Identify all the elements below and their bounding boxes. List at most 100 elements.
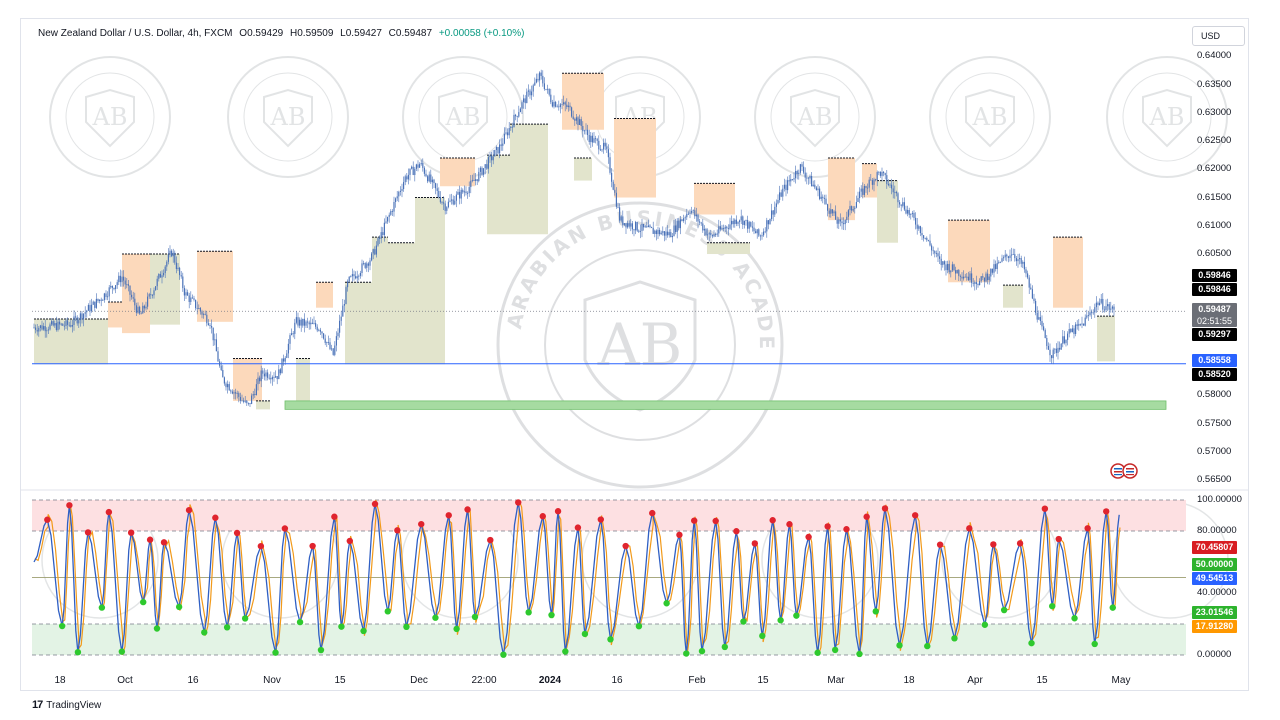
demand-zone[interactable] <box>345 282 372 365</box>
candle-body <box>374 249 376 255</box>
symbol-title[interactable]: New Zealand Dollar / U.S. Dollar, 4h, FX… <box>38 28 233 39</box>
tradingview-logo[interactable]: 17 TradingView <box>32 699 101 711</box>
candle-body <box>809 176 811 179</box>
candle-body <box>353 274 355 277</box>
candle-body <box>1049 349 1051 356</box>
osc-peak-marker <box>66 502 73 509</box>
candle-body <box>302 318 304 326</box>
supply-zone[interactable] <box>233 358 262 401</box>
candle-body <box>803 166 805 173</box>
osc-axis-label: 100.00000 <box>1197 494 1242 505</box>
candle-body <box>1003 257 1005 259</box>
candle-body <box>695 214 697 217</box>
candle-body <box>81 313 83 320</box>
candle-body <box>1107 304 1109 307</box>
candle-body <box>844 220 846 225</box>
candle-body <box>47 329 49 331</box>
demand-zone[interactable] <box>707 242 750 255</box>
candle-body <box>619 207 621 221</box>
currency-flags-icon[interactable] <box>1110 463 1146 479</box>
currency-badge[interactable]: USD <box>1192 26 1245 46</box>
candle-body <box>92 301 94 305</box>
supply-zone[interactable] <box>694 183 735 215</box>
candle-body <box>847 210 849 217</box>
supply-zone[interactable] <box>948 220 990 283</box>
candle-body <box>89 305 91 312</box>
supply-zone[interactable] <box>1053 237 1083 308</box>
price-candles[interactable] <box>33 69 1115 407</box>
candle-body <box>622 216 624 225</box>
candle-body <box>308 322 310 325</box>
osc-trough-marker <box>153 625 161 632</box>
osc-trough-marker <box>1049 602 1056 610</box>
candle-body <box>854 207 856 210</box>
candle-body <box>585 129 587 131</box>
candle-body <box>865 185 867 189</box>
candle-body <box>1108 304 1110 310</box>
candle-body <box>924 237 926 239</box>
candle-body <box>87 305 89 311</box>
candle-body <box>267 372 269 378</box>
candle-body <box>836 219 838 224</box>
candle-body <box>207 323 209 326</box>
candle-body <box>921 233 923 236</box>
candle-body <box>747 220 749 229</box>
supply-zone[interactable] <box>562 73 604 130</box>
oscillator-pane[interactable] <box>32 499 1186 658</box>
candle-body <box>929 240 931 246</box>
demand-zone[interactable] <box>296 358 310 401</box>
candle-body <box>68 324 70 326</box>
supply-zone[interactable] <box>316 282 333 308</box>
candle-body <box>860 188 862 192</box>
demand-zone[interactable] <box>388 242 415 365</box>
candle-body <box>739 220 741 223</box>
supply-zone[interactable] <box>614 118 656 198</box>
candle-body <box>771 210 773 220</box>
osc-peak-marker <box>346 537 354 545</box>
supply-zone[interactable] <box>440 157 475 187</box>
candle-body <box>265 372 267 377</box>
candle-body <box>507 132 509 136</box>
demand-zone[interactable] <box>487 155 510 235</box>
candle-body <box>991 268 993 273</box>
demand-zone[interactable] <box>372 237 388 365</box>
candle-body <box>799 164 801 173</box>
osc-peak-marker <box>160 539 168 546</box>
time-axis-label: 2024 <box>538 675 562 686</box>
candle-body <box>868 179 870 188</box>
candle-body <box>1011 254 1013 256</box>
candle-body <box>361 263 363 274</box>
supply-zone[interactable] <box>108 302 122 328</box>
support-zone-bar[interactable] <box>284 400 1167 410</box>
demand-zone[interactable] <box>256 400 270 410</box>
osc-peak-marker <box>676 531 683 539</box>
demand-zone[interactable] <box>1097 316 1115 362</box>
candle-body <box>571 107 573 117</box>
supply-zone[interactable] <box>122 254 150 334</box>
demand-zone[interactable] <box>415 197 445 365</box>
candle-body <box>748 222 750 229</box>
candle-body <box>884 173 886 176</box>
candle-body <box>415 164 417 169</box>
osc-peak-marker <box>257 542 265 550</box>
time-axis-label: Dec <box>410 675 428 686</box>
candle-body <box>70 325 72 327</box>
candle-body <box>785 184 787 191</box>
candle-body <box>679 219 681 229</box>
candle-body <box>337 332 339 337</box>
demand-zone[interactable] <box>1003 285 1023 308</box>
demand-zone[interactable] <box>510 124 548 235</box>
candle-body <box>535 78 537 83</box>
candle-body <box>793 178 795 180</box>
candle-body <box>953 264 955 271</box>
supply-zone[interactable] <box>197 251 233 322</box>
osc-trough-marker <box>500 651 507 658</box>
candle-body <box>479 167 481 172</box>
demand-zone[interactable] <box>574 157 592 181</box>
demand-zone[interactable] <box>877 180 898 243</box>
candle-body <box>643 224 645 228</box>
demand-zone[interactable] <box>150 254 180 325</box>
candle-body <box>451 199 453 201</box>
candle-body <box>767 220 769 225</box>
